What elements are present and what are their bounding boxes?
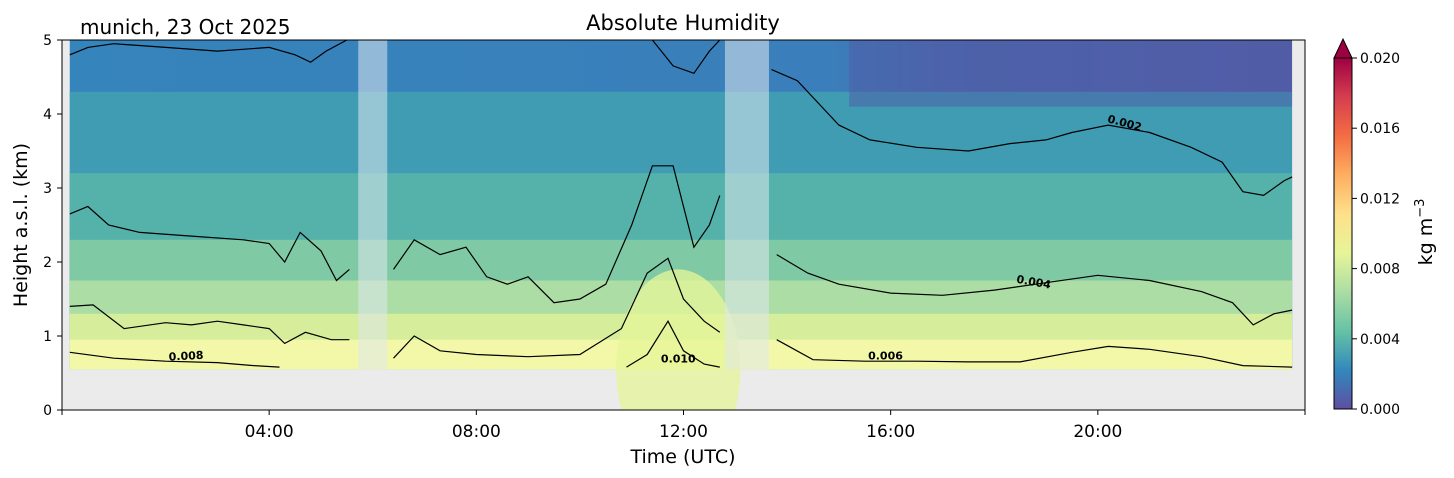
data-gaps — [358, 40, 769, 370]
x-tick-label: 16:00 — [866, 422, 915, 442]
x-tick-label: 04:00 — [245, 422, 294, 442]
y-axis-ticks: 0 1 2 3 4 5 — [43, 33, 62, 419]
x-axis-ticks: 04:00 08:00 12:00 16:00 20:00 — [61, 410, 1306, 442]
colorbar-tick-label: 0.020 — [1360, 51, 1400, 67]
y-tick-label: 2 — [43, 255, 52, 271]
x-tick-label: 12:00 — [659, 422, 708, 442]
contour-line — [69, 40, 348, 63]
contour-line — [69, 351, 280, 368]
contour-line — [771, 69, 1293, 197]
colorbar-label: kg m−3 — [1413, 199, 1437, 266]
contour-line — [626, 319, 720, 368]
colorbar-tick-label: 0.008 — [1360, 262, 1400, 278]
colorbar-gradient — [1334, 58, 1352, 409]
x-tick-label: 20:00 — [1073, 422, 1122, 442]
contour-line — [69, 205, 350, 282]
y-tick-label: 4 — [43, 107, 52, 123]
colorbar-tick-label: 0.004 — [1360, 332, 1400, 348]
colorbar-extend-arrow — [1333, 37, 1353, 59]
contour-line — [776, 254, 1293, 326]
y-axis-label: Height a.s.l. (km) — [10, 143, 32, 307]
colorbar-tick-label: 0.016 — [1360, 121, 1400, 137]
colorbar: 0.000 0.004 0.008 0.012 0.016 0.020 kg m−3 — [1333, 37, 1437, 418]
contour-line — [69, 304, 350, 345]
contour-line — [776, 339, 1293, 368]
dry-region — [849, 40, 1293, 107]
y-tick-label: 0 — [43, 403, 52, 419]
data-gap — [724, 40, 769, 370]
contour-lines — [69, 40, 1293, 368]
colorbar-tick-label: 0.000 — [1360, 402, 1400, 418]
contour-label: 0.010 — [661, 353, 696, 366]
y-tick-label: 5 — [43, 33, 52, 49]
data-gap — [358, 40, 388, 370]
colorbar-tick-label: 0.012 — [1360, 191, 1400, 207]
x-tick-label: 08:00 — [452, 422, 501, 442]
humidity-fill-bands — [69, 40, 1293, 410]
colorbar-frame — [1333, 57, 1353, 410]
contour-label: 0.006 — [868, 350, 903, 363]
site-date-label: munich, 23 Oct 2025 — [80, 15, 290, 39]
colorbar-ticks: 0.000 0.004 0.008 0.012 0.016 0.020 — [1352, 51, 1400, 418]
x-axis-label: Time (UTC) — [629, 446, 735, 468]
y-tick-label: 3 — [43, 181, 52, 197]
y-tick-label: 1 — [43, 329, 52, 345]
chart-title: Absolute Humidity — [586, 11, 780, 35]
contour-line — [393, 257, 721, 359]
contour-line — [651, 40, 721, 75]
contour-label: 0.008 — [168, 349, 203, 364]
contour-line — [393, 165, 721, 304]
contour-label: 0.004 — [1015, 273, 1052, 292]
